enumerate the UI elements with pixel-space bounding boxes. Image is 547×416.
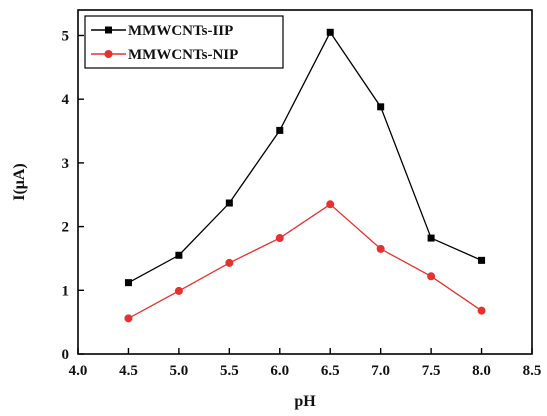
data-point-square	[377, 103, 384, 110]
legend-marker-iip	[105, 27, 112, 34]
data-point-square	[125, 279, 132, 286]
x-tick-label: 5.0	[170, 363, 189, 379]
data-point-circle	[427, 272, 435, 280]
data-point-square	[327, 29, 334, 36]
x-axis-ticks: 4.0 4.5 5.0 5.5 6.0 6.5 7.0 7.5 8.0 8.5	[69, 348, 542, 379]
y-axis-ticks: 0 1 2 3 4 5	[62, 28, 85, 363]
y-tick-label: 3	[62, 156, 70, 172]
data-point-circle	[225, 259, 233, 267]
data-point-circle	[377, 245, 385, 253]
y-tick-label: 4	[62, 92, 70, 108]
data-point-circle	[478, 307, 486, 315]
y-tick-label: 1	[62, 283, 70, 299]
x-tick-label: 8.0	[472, 363, 491, 379]
data-point-circle	[276, 234, 284, 242]
series-layer	[124, 29, 485, 323]
data-point-circle	[175, 287, 183, 295]
x-tick-label: 4.5	[119, 363, 138, 379]
x-tick-label: 7.5	[422, 363, 441, 379]
legend: MMWCNTs-IIP MMWCNTs-NIP	[85, 16, 283, 68]
x-tick-label: 6.5	[321, 363, 340, 379]
x-tick-label: 8.5	[523, 363, 542, 379]
x-tick-label: 5.5	[220, 363, 239, 379]
x-tick-label: 4.0	[69, 363, 88, 379]
legend-label-iip: MMWCNTs-IIP	[128, 23, 233, 39]
y-axis-label: I(μA)	[11, 163, 28, 201]
data-point-circle	[124, 314, 132, 322]
data-point-square	[478, 257, 485, 264]
data-point-square	[226, 200, 233, 207]
series-line-square	[128, 32, 481, 282]
legend-label-nip: MMWCNTs-NIP	[128, 47, 238, 63]
x-tick-label: 6.0	[270, 363, 289, 379]
data-point-square	[175, 252, 182, 259]
y-tick-label: 5	[62, 28, 70, 44]
y-tick-label: 2	[62, 220, 70, 236]
x-tick-label: 7.0	[371, 363, 390, 379]
y-tick-label: 0	[62, 347, 70, 363]
series-line-circle	[128, 204, 481, 318]
data-point-square	[276, 127, 283, 134]
data-point-square	[428, 235, 435, 242]
legend-marker-nip	[105, 50, 113, 58]
data-point-circle	[326, 200, 334, 208]
x-axis-label: pH	[294, 393, 316, 410]
